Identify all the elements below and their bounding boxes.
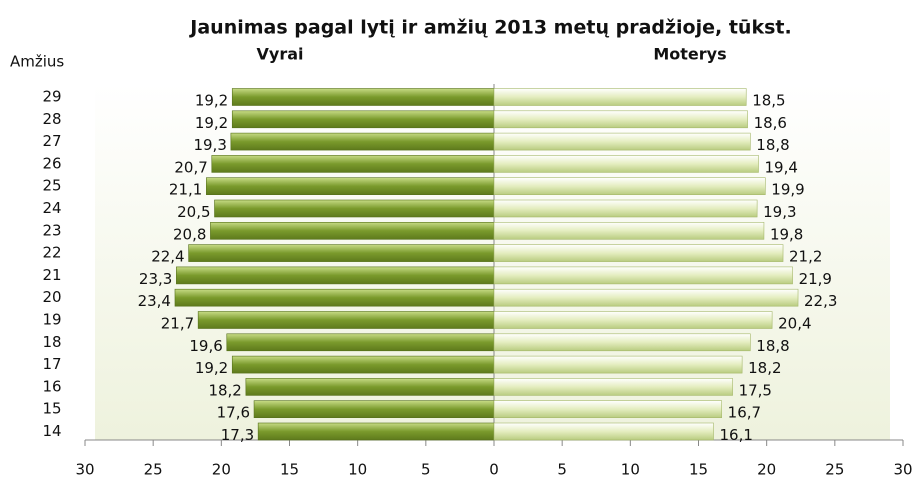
bar xyxy=(231,110,495,129)
bar xyxy=(257,422,495,441)
y-tick-label: 27 xyxy=(42,132,61,150)
x-tick-label: 15 xyxy=(280,461,299,479)
bar xyxy=(493,333,751,352)
y-tick-label: 26 xyxy=(42,154,61,172)
bar xyxy=(174,288,495,307)
bar xyxy=(493,288,799,307)
data-label: 20,8 xyxy=(173,225,206,243)
bar xyxy=(176,266,495,285)
bar xyxy=(188,244,495,262)
bar xyxy=(245,378,495,396)
bar xyxy=(231,355,495,374)
bar xyxy=(493,244,784,262)
bar xyxy=(493,88,747,106)
bar xyxy=(493,378,733,396)
x-tick-label: 10 xyxy=(621,461,640,479)
data-label: 21,7 xyxy=(161,315,194,333)
data-label: 16,7 xyxy=(728,404,761,422)
data-label: 19,8 xyxy=(770,225,803,243)
bar xyxy=(253,400,495,419)
bar xyxy=(214,199,495,218)
data-label: 20,7 xyxy=(174,158,207,176)
data-label: 19,6 xyxy=(189,337,222,355)
data-label: 17,3 xyxy=(221,426,254,444)
y-tick-label: 18 xyxy=(42,333,61,351)
y-tick-label: 16 xyxy=(42,377,61,395)
bar xyxy=(211,155,495,173)
data-label: 19,2 xyxy=(195,92,228,110)
bar xyxy=(493,266,793,285)
y-tick-label: 22 xyxy=(42,244,61,262)
data-label: 21,2 xyxy=(789,248,822,266)
bar xyxy=(493,132,751,151)
x-tick-label: 25 xyxy=(825,461,844,479)
x-tick-label: 30 xyxy=(893,461,912,479)
x-tick-label: 20 xyxy=(212,461,231,479)
x-tick-label: 15 xyxy=(689,461,708,479)
y-tick-label: 28 xyxy=(42,110,61,128)
bar xyxy=(493,155,759,173)
bar xyxy=(493,400,722,419)
legend-label: Moterys xyxy=(653,45,726,64)
data-label: 19,2 xyxy=(195,114,228,132)
data-label: 19,3 xyxy=(193,136,226,154)
y-tick-label: 14 xyxy=(42,422,61,440)
bar xyxy=(493,177,766,195)
y-tick-label: 29 xyxy=(42,88,61,106)
bar xyxy=(493,355,743,374)
y-tick-label: 20 xyxy=(42,288,61,306)
data-label: 17,6 xyxy=(217,404,250,422)
legend-label: Vyrai xyxy=(257,45,304,64)
y-tick-label: 19 xyxy=(42,311,61,329)
data-label: 19,9 xyxy=(771,181,804,199)
bar xyxy=(493,222,765,240)
y-tick-label: 24 xyxy=(42,199,61,217)
x-tick-label: 30 xyxy=(75,461,94,479)
data-label: 20,4 xyxy=(778,315,811,333)
bar xyxy=(206,177,495,195)
data-label: 18,6 xyxy=(754,114,787,132)
bar xyxy=(231,88,495,106)
x-tick-label: 25 xyxy=(144,461,163,479)
bar xyxy=(493,422,714,441)
chart-title: Jaunimas pagal lytį ir amžių 2013 metų p… xyxy=(188,17,791,39)
x-tick-label: 0 xyxy=(489,461,499,479)
y-tick-label: 21 xyxy=(42,266,61,284)
data-label: 21,1 xyxy=(169,181,202,199)
x-tick-label: 5 xyxy=(421,461,431,479)
data-label: 18,8 xyxy=(756,136,789,154)
bar xyxy=(493,110,748,129)
data-label: 21,9 xyxy=(799,270,832,288)
x-tick-label: 20 xyxy=(757,461,776,479)
data-label: 22,3 xyxy=(804,292,837,310)
data-label: 19,2 xyxy=(195,359,228,377)
data-label: 19,3 xyxy=(763,203,796,221)
data-label: 23,3 xyxy=(139,270,172,288)
data-label: 18,2 xyxy=(748,359,781,377)
y-tick-label: 15 xyxy=(42,400,61,418)
bar xyxy=(493,311,773,329)
data-label: 18,5 xyxy=(752,92,785,110)
data-label: 19,4 xyxy=(764,158,797,176)
data-label: 20,5 xyxy=(177,203,210,221)
data-label: 16,1 xyxy=(719,426,752,444)
data-label: 23,4 xyxy=(138,292,171,310)
bar xyxy=(493,199,758,218)
data-label: 22,4 xyxy=(151,248,184,266)
data-label: 18,8 xyxy=(756,337,789,355)
x-tick-label: 10 xyxy=(348,461,367,479)
y-tick-label: 17 xyxy=(42,355,61,373)
bar xyxy=(197,311,495,329)
bar xyxy=(230,132,495,151)
data-label: 17,5 xyxy=(739,381,772,399)
data-label: 18,2 xyxy=(208,381,241,399)
bar xyxy=(210,222,495,240)
y-tick-label: 25 xyxy=(42,177,61,195)
bar xyxy=(226,333,495,352)
x-tick-label: 5 xyxy=(557,461,567,479)
y-axis-label: Amžius xyxy=(10,53,64,71)
y-tick-label: 23 xyxy=(42,221,61,239)
